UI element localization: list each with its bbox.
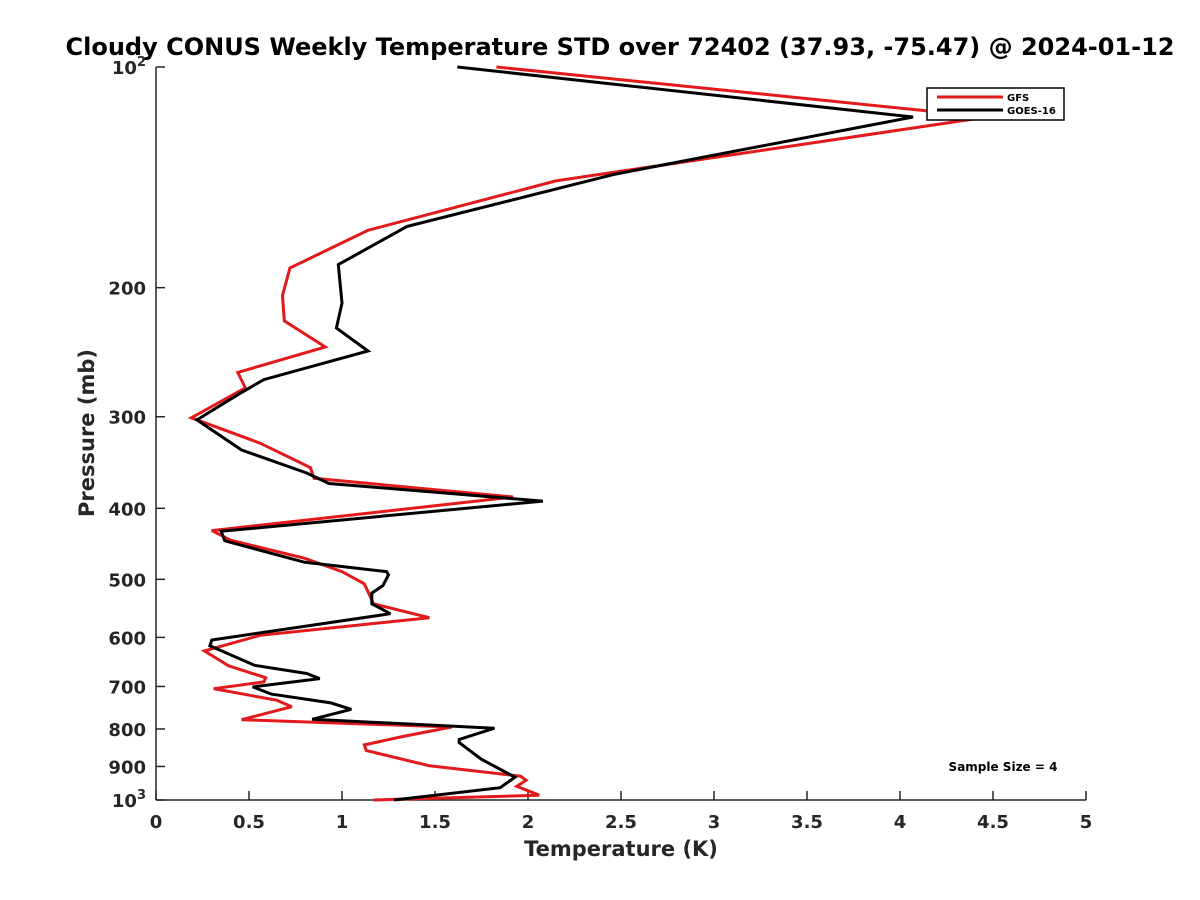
x-tick-label: 2.5: [605, 812, 637, 833]
x-tick-label: 3: [708, 812, 721, 833]
y-tick-exponent: 3: [137, 788, 146, 803]
series-lines: [187, 65, 988, 802]
legend: GFS GOES-16: [926, 87, 1065, 121]
y-tick-base: 10: [112, 58, 137, 79]
x-tick-label: 5: [1080, 812, 1093, 833]
y-tick-label: 400: [108, 499, 146, 520]
x-tick-label: 1: [336, 812, 349, 833]
series-line-goes16: [194, 65, 914, 802]
x-tick-label: 1.5: [419, 812, 451, 833]
y-tick-label: 500: [108, 570, 146, 591]
legend-box: [926, 87, 1065, 121]
x-tick-label: 4.5: [977, 812, 1009, 833]
x-tick-label: 3.5: [791, 812, 823, 833]
y-tick-exponent: 2: [137, 55, 146, 70]
y-tick-label: 900: [108, 757, 146, 778]
x-tick-label: 4: [894, 812, 907, 833]
y-tick-label: 600: [108, 628, 146, 649]
legend-label-goes16: GOES-16: [1007, 106, 1056, 117]
plot-area: 0 0.5 1 1.5 2 2.5 3 3.5 4 4.5 51022003004005006007…: [108, 55, 1092, 833]
y-tick-base: 10: [112, 791, 137, 812]
y-axis-label: Pressure (mb): [75, 349, 99, 517]
series-line-gfs: [187, 65, 988, 802]
x-tick-label: 0: [150, 812, 163, 833]
y-tick-label: 700: [108, 677, 146, 698]
sample-size-annotation: Sample Size = 4: [949, 760, 1058, 774]
x-tick-label: 0.5: [233, 812, 265, 833]
y-tick-label-power: 102: [112, 55, 146, 79]
legend-label-gfs: GFS: [1007, 93, 1029, 104]
y-tick-label-power: 103: [112, 788, 146, 812]
chart-title: Cloudy CONUS Weekly Temperature STD over…: [66, 33, 1175, 61]
y-tick-label: 200: [108, 279, 146, 300]
y-tick-label: 800: [108, 720, 146, 741]
axis-ticks: 0 0.5 1 1.5 2 2.5 3 3.5 4 4.5 51022003004005006007…: [108, 55, 1092, 833]
x-tick-label: 2: [522, 812, 535, 833]
x-axis-label: Temperature (K): [524, 837, 718, 861]
y-tick-label: 300: [108, 408, 146, 429]
